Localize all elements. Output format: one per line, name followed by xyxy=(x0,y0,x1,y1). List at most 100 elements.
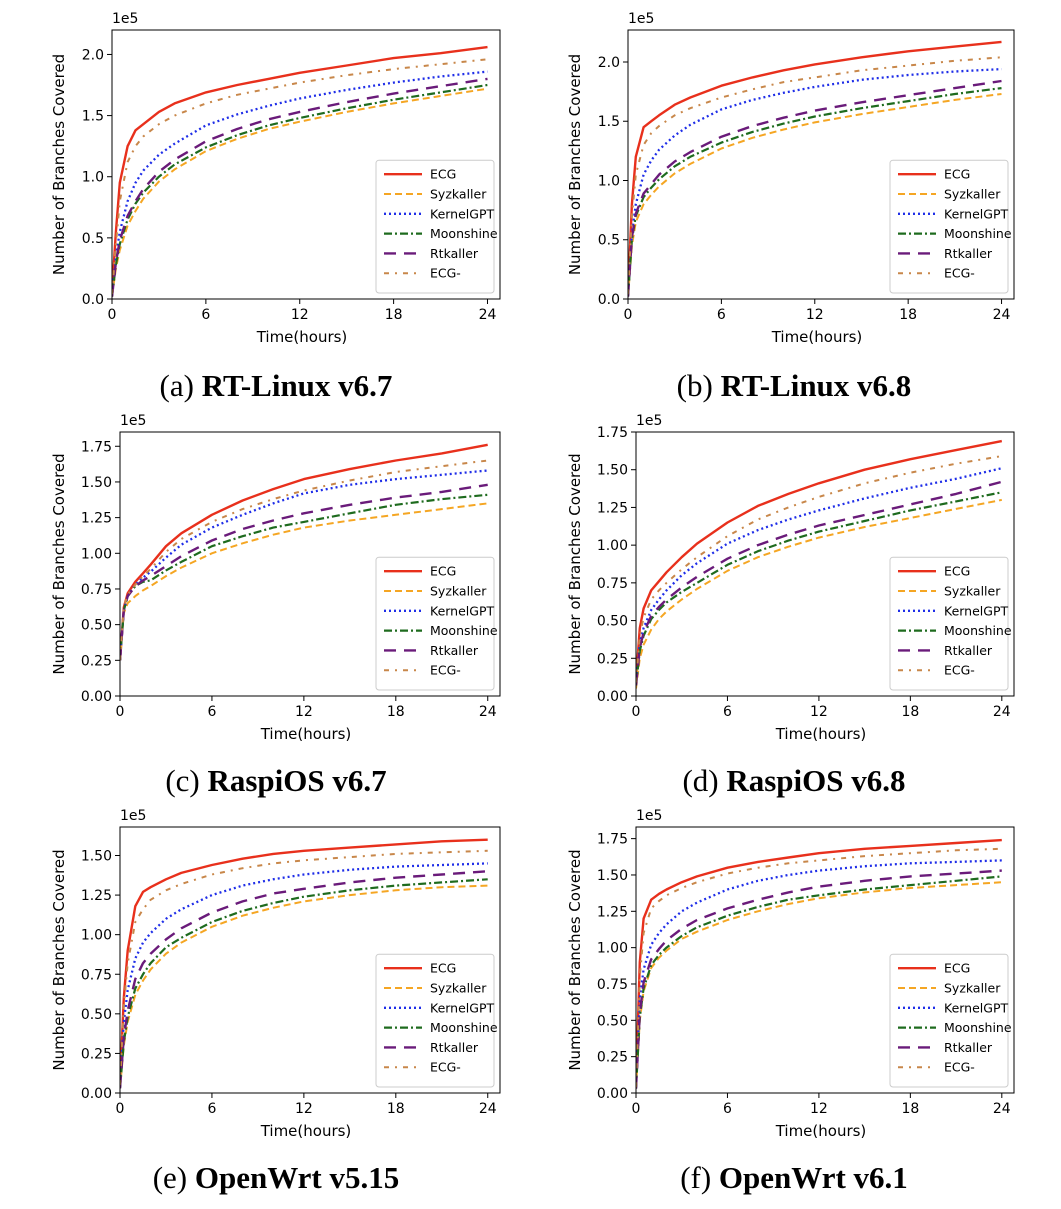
y-tick-label: 0.25 xyxy=(597,651,628,667)
chart-panel: 0 6 12 18 24 0.0 0.5 1.0 1.5 2.0 1e5 Time(hours) Num… xyxy=(566,11,1015,403)
exponent-label: 1e5 xyxy=(120,413,146,429)
x-axis-label: Time(hours) xyxy=(260,1122,352,1140)
y-tick-label: 0.25 xyxy=(81,1046,112,1062)
y-tick-label: 0.75 xyxy=(81,967,112,983)
x-tick-label: 24 xyxy=(993,704,1011,720)
exponent-label: 1e5 xyxy=(120,808,146,824)
legend-label-kernelgpt: KernelGPT xyxy=(944,1000,1008,1015)
legend-label-ecg: ECG xyxy=(430,564,456,579)
series-line-moonshine xyxy=(120,878,488,1089)
panel-caption-label: (f) xyxy=(680,1160,719,1195)
legend-label-syzkaller: Syzkaller xyxy=(944,187,1001,202)
legend-box xyxy=(889,556,1009,691)
legend-box xyxy=(375,953,495,1088)
series-line-rtkaller xyxy=(120,483,488,661)
legend: ECG Syzkaller KernelGPT Moonshine Rtkaller EC… xyxy=(375,556,498,691)
x-tick-label: 6 xyxy=(723,704,732,720)
panel-caption-title: OpenWrt v5.15 xyxy=(195,1160,399,1195)
panel-caption-label: (c) xyxy=(165,763,207,798)
x-tick-label: 0 xyxy=(116,704,125,720)
panel-caption-title: RT-Linux v6.7 xyxy=(202,368,393,403)
y-tick-label: 0.50 xyxy=(81,618,112,634)
y-tick-label: 1.00 xyxy=(81,546,112,562)
legend-label-kernelgpt: KernelGPT xyxy=(944,206,1008,221)
legend-label-ecg: ECG xyxy=(944,564,970,579)
y-tick-label: 0.0 xyxy=(82,292,104,308)
y-tick-label: 1.50 xyxy=(597,868,628,884)
series-line-syzkaller xyxy=(636,881,1002,1089)
legend-label-ecg: ECG xyxy=(944,167,970,182)
x-tick-label: 12 xyxy=(806,307,824,323)
series-line-ecg xyxy=(120,459,488,661)
series-line-moonshine xyxy=(636,875,1002,1089)
legend-label-syzkaller: Syzkaller xyxy=(430,981,487,996)
legend-label-ecg: ECG- xyxy=(944,663,975,678)
y-tick-label: 0.25 xyxy=(81,653,112,669)
legend: ECG Syzkaller KernelGPT Moonshine Rtkaller EC… xyxy=(889,159,1012,294)
plot-frame xyxy=(627,29,1015,300)
series-line-rtkaller xyxy=(628,79,1002,297)
legend-box xyxy=(889,953,1009,1088)
x-tick-label: 24 xyxy=(993,1101,1011,1117)
x-tick-label: 12 xyxy=(810,1101,828,1117)
x-tick-label: 12 xyxy=(295,704,313,720)
y-tick-label: 1.25 xyxy=(597,500,628,516)
x-tick-label: 12 xyxy=(291,307,309,323)
y-tick-label: 0.75 xyxy=(597,576,628,592)
y-axis-label: Number of Branches Covered xyxy=(566,849,584,1070)
exponent-label: 1e5 xyxy=(628,11,654,27)
y-tick-label: 1.00 xyxy=(81,928,112,944)
y-tick-label: 1.5 xyxy=(82,109,104,125)
x-tick-label: 0 xyxy=(624,307,633,323)
y-tick-label: 1.75 xyxy=(597,425,628,441)
panel-caption-title: RaspiOS v6.7 xyxy=(207,763,386,798)
y-tick-label: 1.00 xyxy=(597,538,628,554)
legend-label-ecg: ECG- xyxy=(944,266,975,281)
plot-frame xyxy=(119,431,501,697)
series-line-ecg xyxy=(112,45,488,293)
legend-label-syzkaller: Syzkaller xyxy=(944,584,1001,599)
y-tick-label: 1.50 xyxy=(81,475,112,491)
series-line-kernelgpt xyxy=(628,67,1002,296)
legend-label-rtkaller: Rtkaller xyxy=(430,643,479,658)
y-tick-label: 0.25 xyxy=(597,1050,628,1066)
exponent-label: 1e5 xyxy=(112,11,138,27)
y-tick-label: 1.00 xyxy=(597,941,628,957)
series-line-ecg xyxy=(112,58,488,295)
x-tick-label: 18 xyxy=(901,704,919,720)
legend-label-rtkaller: Rtkaller xyxy=(944,1040,993,1055)
series-line-kernelgpt xyxy=(636,467,1003,685)
y-tick-label: 0.50 xyxy=(81,1007,112,1023)
legend: ECG Syzkaller KernelGPT Moonshine Rtkaller EC… xyxy=(375,159,498,294)
legend-label-ecg: ECG- xyxy=(430,1060,461,1075)
x-axis-label: Time(hours) xyxy=(771,328,863,346)
panel-caption: (a) RT-Linux v6.7 xyxy=(160,368,393,403)
y-tick-label: 0.00 xyxy=(81,689,112,705)
legend-label-syzkaller: Syzkaller xyxy=(430,584,487,599)
y-tick-label: 2.0 xyxy=(598,55,620,71)
y-tick-label: 1.5 xyxy=(598,114,620,130)
x-axis-label: Time(hours) xyxy=(775,725,867,743)
y-tick-label: 0.50 xyxy=(597,614,628,630)
legend-label-ecg: ECG- xyxy=(430,266,461,281)
legend-label-rtkaller: Rtkaller xyxy=(430,1040,479,1055)
legend-label-ecg: ECG- xyxy=(430,663,461,678)
series-line-moonshine xyxy=(636,491,1003,686)
series-line-rtkaller xyxy=(112,77,488,297)
series-line-ecg xyxy=(636,439,1003,681)
legend-label-kernelgpt: KernelGPT xyxy=(430,603,494,618)
x-tick-label: 6 xyxy=(201,307,210,323)
panel-caption-title: RaspiOS v6.8 xyxy=(726,763,905,798)
legend-label-moonshine: Moonshine xyxy=(944,226,1012,241)
plot-frame xyxy=(119,826,501,1094)
x-tick-label: 0 xyxy=(632,704,641,720)
x-tick-label: 0 xyxy=(116,1101,125,1117)
legend-label-kernelgpt: KernelGPT xyxy=(944,603,1008,618)
x-tick-label: 18 xyxy=(899,307,917,323)
series-line-ecg xyxy=(120,838,488,1086)
y-tick-label: 2.0 xyxy=(82,47,104,63)
x-tick-label: 18 xyxy=(387,1101,405,1117)
chart-panel: 0 6 12 18 24 0.0 0.5 1.0 1.5 2.0 1e5 Time(hours) Num… xyxy=(50,11,501,403)
panel-caption: (b) RT-Linux v6.8 xyxy=(677,368,912,403)
panel-caption-label: (e) xyxy=(153,1160,195,1195)
